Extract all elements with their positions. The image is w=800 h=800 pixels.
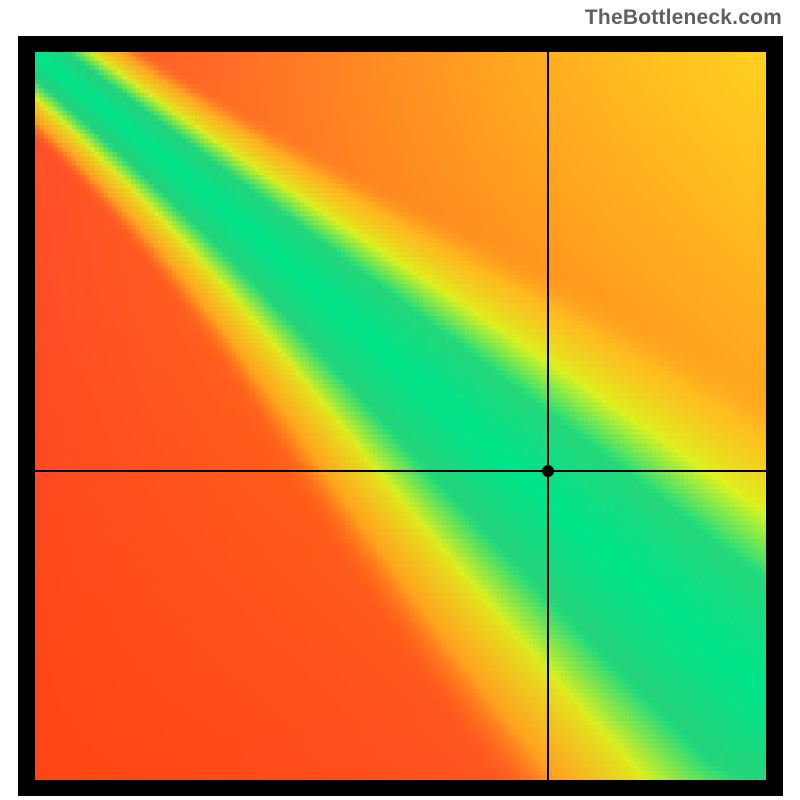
attribution-text: TheBottleneck.com bbox=[585, 6, 782, 30]
crosshair-vertical bbox=[547, 52, 549, 780]
crosshair-horizontal bbox=[35, 470, 766, 472]
frame-bottom bbox=[18, 779, 783, 796]
chart-container: { "attribution": { "text": "TheBottlenec… bbox=[0, 0, 800, 800]
frame-right bbox=[766, 36, 783, 796]
crosshair-marker[interactable] bbox=[542, 465, 554, 477]
frame-left bbox=[18, 36, 35, 796]
bottleneck-heatmap bbox=[35, 52, 766, 780]
frame-top bbox=[18, 36, 783, 53]
